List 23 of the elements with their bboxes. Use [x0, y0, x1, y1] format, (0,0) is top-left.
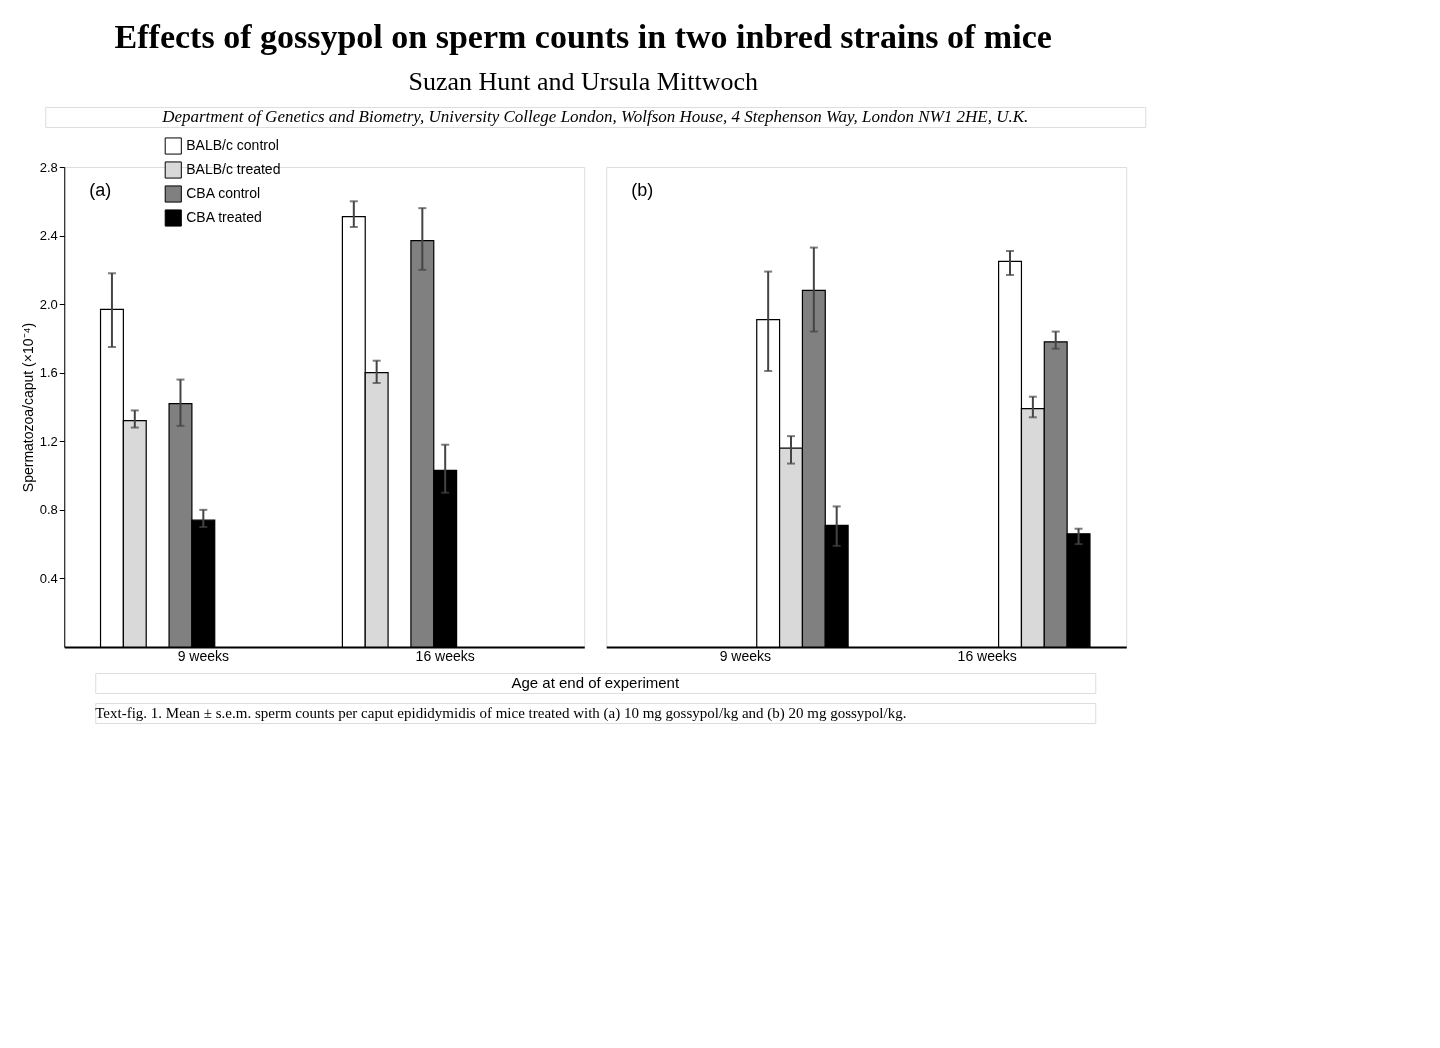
y-tick-label: 1.2 — [39, 433, 58, 449]
y-tick-label: 1.6 — [39, 365, 58, 381]
y-tick-label: 2.8 — [39, 159, 58, 175]
y-tick-label: 2.0 — [39, 296, 58, 312]
legend-label: BALB/c control — [186, 137, 279, 153]
y-tick-label: 2.4 — [39, 228, 58, 244]
annotation: (b) — [631, 180, 654, 200]
chart-title: Effects of gossypol on sperm counts in two inbred strains of mice — [114, 17, 1052, 55]
x-tick-label: 9 weeks — [719, 647, 771, 664]
text: Text-fig. 1. Mean ± s.e.m. sperm counts per caput epididymidis of mice treated with (a) 10 mg gossypol/kg and (b) 20 mg gossypol/kg. — [95, 705, 907, 722]
y-axis-title: Spermatozoa/caput (×10⁻⁴) — [19, 322, 36, 493]
x-axis-title: Age at end of experiment — [511, 674, 680, 691]
legend-label: CBA control — [186, 185, 261, 201]
legend-label: BALB/c treated — [186, 161, 281, 177]
legend-label: CBA treated — [186, 209, 262, 225]
y-tick-label: 0.4 — [39, 570, 58, 586]
annotation: (a) — [89, 180, 112, 200]
y-tick-label: 0.8 — [39, 502, 58, 518]
x-tick-label: 16 weeks — [415, 647, 475, 664]
x-tick-label: 16 weeks — [957, 647, 1017, 664]
chart-subtitle: Suzan Hunt and Ursula Mittwoch — [408, 66, 758, 96]
text: Department of Genetics and Biometry, University College London, Wolfson House, 4 Stephenson Way, London NW1 2HE, U.K. — [161, 107, 1029, 126]
x-tick-label: 9 weeks — [177, 647, 229, 664]
